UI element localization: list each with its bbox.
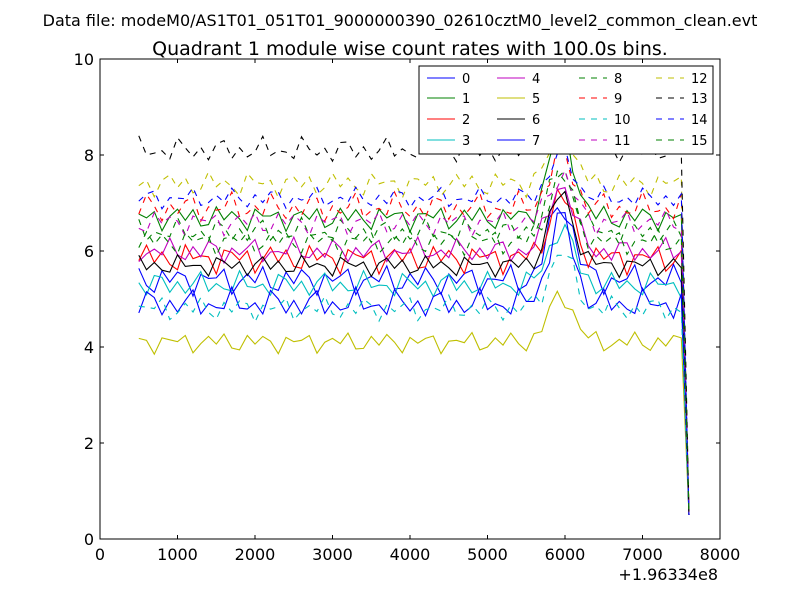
legend-label-11: 11	[614, 134, 631, 149]
series-line-7	[138, 212, 690, 516]
x-tick-label: 8000	[700, 545, 741, 564]
legend-label-15: 15	[691, 134, 708, 149]
series-line-12	[138, 129, 690, 516]
y-tick-label: 2	[84, 434, 94, 453]
legend-label-6: 6	[532, 113, 540, 128]
series-line-4	[138, 186, 690, 516]
y-tick-label: 10	[74, 50, 94, 69]
legend-label-5: 5	[532, 92, 540, 107]
series-layer	[138, 94, 690, 516]
series-line-13	[138, 94, 690, 516]
legend-label-2: 2	[462, 113, 470, 128]
chart-suptitle: Data file: modeM0/AS1T01_051T01_90000003…	[43, 11, 758, 31]
y-tick-label: 4	[84, 338, 94, 357]
y-tick-label: 0	[84, 530, 94, 549]
legend-label-12: 12	[691, 72, 708, 87]
legend-label-14: 14	[691, 113, 708, 128]
legend-label-3: 3	[462, 134, 470, 149]
x-tick-label: 1000	[157, 545, 198, 564]
legend-box	[418, 65, 714, 155]
legend-label-7: 7	[532, 134, 540, 149]
series-line-10	[138, 254, 690, 516]
legend-label-10: 10	[614, 113, 631, 128]
x-tick-label: 6000	[545, 545, 586, 564]
x-tick-label: 7000	[622, 545, 663, 564]
legend-label-13: 13	[691, 92, 708, 107]
chart-title: Quadrant 1 module wise count rates with …	[152, 38, 668, 60]
series-line-8	[138, 169, 690, 516]
series-line-14	[138, 146, 690, 516]
x-tick-label: 5000	[467, 545, 508, 564]
series-line-1	[138, 120, 690, 516]
legend-label-4: 4	[532, 72, 540, 87]
series-line-2	[138, 187, 690, 516]
x-tick-label: 2000	[235, 545, 276, 564]
y-tick-label: 6	[84, 242, 94, 261]
x-tick-label: 0	[95, 545, 105, 564]
legend-label-0: 0	[462, 72, 470, 87]
series-line-9	[138, 144, 690, 516]
y-tick-label: 8	[84, 146, 94, 165]
legend-label-8: 8	[614, 72, 622, 87]
series-line-5	[138, 290, 690, 516]
legend-label-1: 1	[462, 92, 470, 107]
series-line-11	[138, 168, 690, 516]
series-line-6	[138, 190, 690, 516]
x-offset-label: +1.96334e8	[618, 565, 718, 584]
x-tick-label: 4000	[390, 545, 431, 564]
legend-label-9: 9	[614, 92, 622, 107]
x-tick-label: 3000	[312, 545, 353, 564]
